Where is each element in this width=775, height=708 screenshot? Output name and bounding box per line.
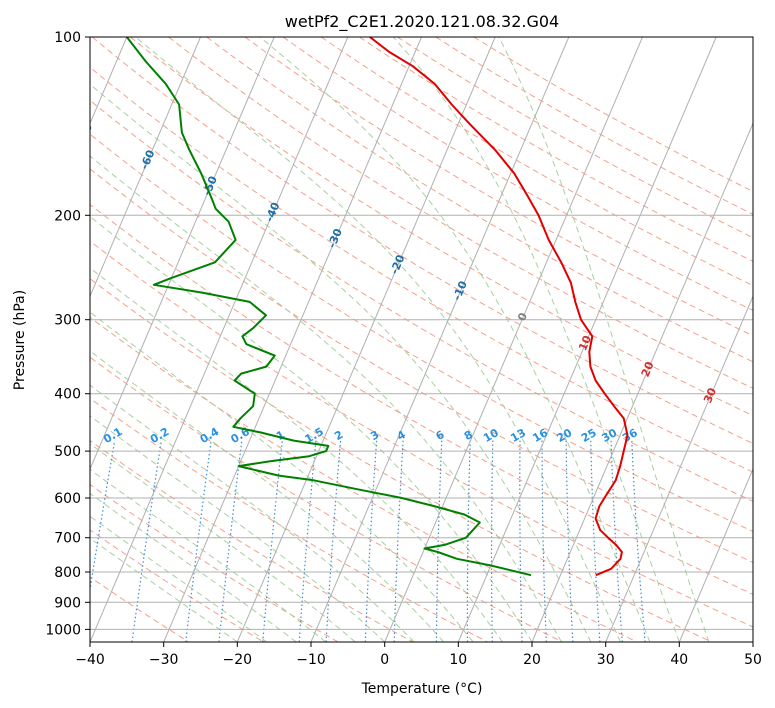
y-tick-label: 800 xyxy=(54,565,81,581)
mixing-ratio-line xyxy=(131,440,162,642)
x-tick-label: 30 xyxy=(597,652,615,668)
y-tick-label: 700 xyxy=(54,531,81,547)
mixing-ratio-line xyxy=(218,440,243,642)
dry-adiabat xyxy=(473,37,753,192)
dry-adiabat xyxy=(359,37,753,262)
isotherm-label: 40 xyxy=(764,412,775,431)
mixing-ratio-line xyxy=(185,440,212,642)
dry-adiabat xyxy=(90,240,753,628)
x-tick-label: −40 xyxy=(75,652,105,668)
y-tick-label: 100 xyxy=(54,30,81,46)
isotherm xyxy=(163,37,422,642)
isotherm xyxy=(605,295,753,642)
moist-adiabat xyxy=(90,537,238,642)
mixing-ratio-line xyxy=(541,440,547,642)
dry-adiabat xyxy=(168,37,753,389)
dry-adiabat xyxy=(397,37,753,239)
dry-adiabat xyxy=(90,278,712,642)
mixing-ratio-line xyxy=(262,440,283,642)
y-tick-label: 300 xyxy=(54,313,81,329)
x-tick-label: 10 xyxy=(449,652,467,668)
y-tick-label: 900 xyxy=(54,595,81,611)
x-tick-label: 50 xyxy=(744,652,762,668)
isotherm xyxy=(752,640,753,642)
moist-adiabat xyxy=(135,37,621,642)
isotherm xyxy=(531,122,753,642)
isotherm xyxy=(90,37,201,298)
moist-adiabat xyxy=(90,492,297,642)
moist-adiabat xyxy=(90,155,562,642)
mixing-ratio-line xyxy=(435,440,443,642)
dry-adiabat xyxy=(206,37,753,363)
isotherm xyxy=(457,37,717,642)
x-tick-label: 20 xyxy=(523,652,541,668)
chart-title: wetPf2_C2E1.2020.121.08.32.G04 xyxy=(285,12,559,32)
y-tick-label: 400 xyxy=(54,387,81,403)
dry-adiabat xyxy=(90,529,264,642)
dry-adiabat xyxy=(90,483,339,642)
moist-adiabat xyxy=(90,267,503,642)
mixing-ratio-line xyxy=(298,440,317,642)
moist-adiabat xyxy=(90,350,444,642)
x-tick-label: −10 xyxy=(296,652,326,668)
moist-adiabat xyxy=(259,37,651,642)
background-lines xyxy=(90,37,753,642)
dry-adiabat xyxy=(282,37,753,312)
x-axis: −40 −30 −20 −10 0 10 20 30 40 50 xyxy=(75,642,762,668)
moist-adiabat xyxy=(90,215,533,642)
mixing-ratio-line xyxy=(565,440,574,642)
dry-adiabat xyxy=(90,168,753,563)
y-axis: 100 200 300 400 500 600 700 800 900 1000 xyxy=(45,30,90,638)
y-tick-label: 1000 xyxy=(45,622,81,638)
isotherm-label: 20 xyxy=(639,359,657,378)
profiles xyxy=(126,37,629,577)
isotherm-label: -80 xyxy=(13,95,33,119)
y-tick-label: 200 xyxy=(54,208,81,224)
x-tick-label: 0 xyxy=(380,652,389,668)
isotherm xyxy=(90,37,275,471)
isotherm xyxy=(90,37,349,642)
x-tick-label: 40 xyxy=(670,652,688,668)
dry-adiabat xyxy=(90,66,753,473)
isotherm-label: 30 xyxy=(701,386,719,405)
mixing-ratio-line xyxy=(466,440,471,642)
mixing-ratio-line xyxy=(610,440,623,642)
mixing-ratio-line xyxy=(519,440,523,642)
y-tick-label: 600 xyxy=(54,491,81,507)
isotherm xyxy=(678,467,753,642)
moist-adiabat xyxy=(392,37,680,642)
dry-adiabat xyxy=(91,37,753,444)
mixing-ratio-line xyxy=(90,440,116,594)
dewpoint-profile xyxy=(126,37,532,577)
dry-adiabat xyxy=(90,203,753,595)
temperature-profile xyxy=(369,37,629,577)
y-axis-label: Pressure (hPa) xyxy=(12,290,28,390)
plot-frame xyxy=(89,36,754,643)
isotherm xyxy=(384,37,643,642)
x-tick-label: −20 xyxy=(223,652,253,668)
moist-adiabat xyxy=(90,515,268,642)
moist-adiabat xyxy=(90,468,327,642)
isotherm xyxy=(310,37,570,642)
mixing-ratio-line xyxy=(490,440,494,642)
x-axis-label: Temperature (°C) xyxy=(361,681,483,697)
dry-adiabat xyxy=(90,316,638,642)
dry-adiabat xyxy=(90,440,414,642)
moist-adiabat xyxy=(90,311,474,642)
mixing-ratio-line xyxy=(590,440,601,642)
mixing-ratio-line xyxy=(325,440,342,642)
isotherm xyxy=(236,37,496,642)
mixing-ratio-line xyxy=(631,440,646,642)
moist-adiabat xyxy=(90,415,386,642)
x-tick-label: −30 xyxy=(149,652,179,668)
moist-adiabat xyxy=(498,37,710,642)
plot-background xyxy=(90,37,753,642)
dry-adiabat xyxy=(90,133,753,533)
y-tick-label: 500 xyxy=(54,444,81,460)
mixing-ratio-line xyxy=(364,440,378,642)
